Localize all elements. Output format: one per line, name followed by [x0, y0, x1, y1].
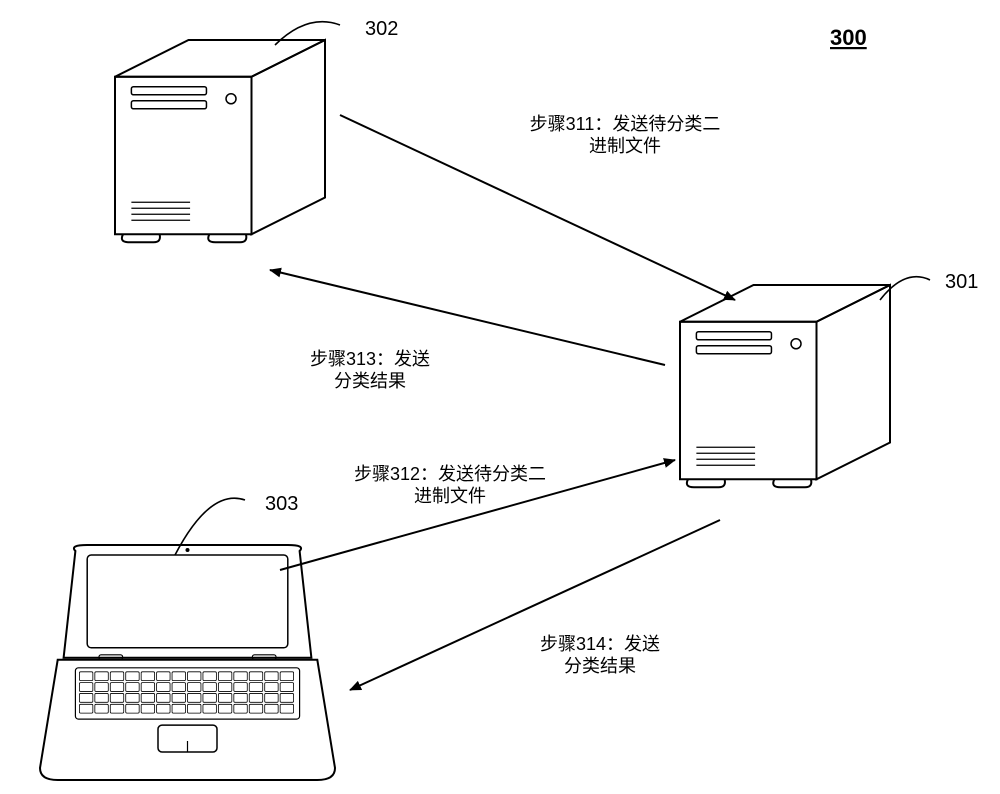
server-left: [115, 40, 325, 242]
diagram-canvas: 步骤311：发送待分类二进制文件步骤313：发送分类结果步骤312：发送待分类二…: [0, 0, 1000, 794]
arrow-label-a312: 步骤312：发送待分类二进制文件: [354, 464, 546, 506]
laptop: [40, 545, 335, 780]
leader-server_right: 301: [880, 271, 978, 300]
arrow-label-a311: 步骤311：发送待分类二进制文件: [530, 114, 721, 156]
arrow-label-a313: 步骤313：发送分类结果: [310, 349, 430, 391]
arrow-label-a314: 步骤314：发送分类结果: [540, 634, 660, 676]
arrow-a313: 步骤313：发送分类结果: [270, 270, 665, 391]
arrow-a312: 步骤312：发送待分类二进制文件: [280, 460, 675, 570]
refnum-laptop: 303: [265, 493, 298, 515]
refnum-server_right: 301: [945, 271, 978, 293]
arrow-a314: 步骤314：发送分类结果: [350, 520, 720, 690]
figure-number: 300: [830, 25, 867, 50]
server-right: [680, 285, 890, 487]
refnum-server_left: 302: [365, 18, 398, 40]
arrow-a311: 步骤311：发送待分类二进制文件: [340, 114, 735, 300]
